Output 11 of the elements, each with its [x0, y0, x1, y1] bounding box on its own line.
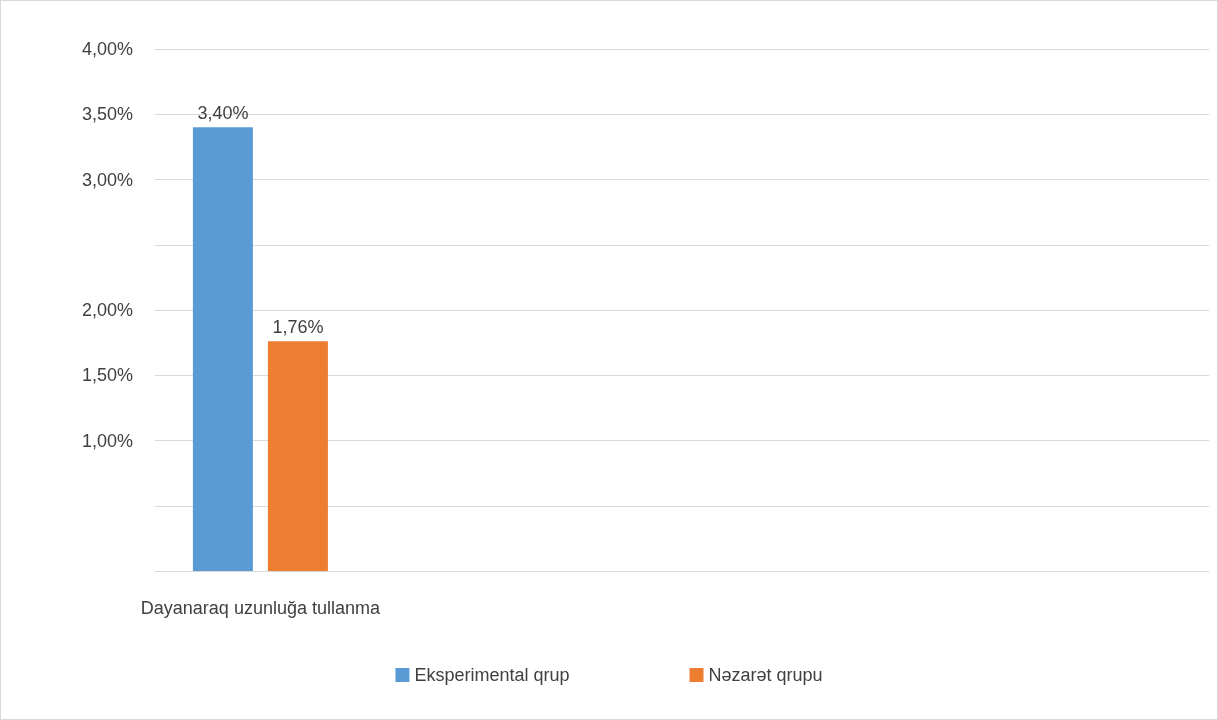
y-tick-label: 4,00%: [81, 39, 133, 59]
y-tick-label: 1,50%: [81, 365, 133, 386]
data-label: 3,40%: [197, 103, 249, 124]
legend-label: Nəzarət qrupu: [708, 665, 823, 685]
legend-label: Eksperimental qrup: [414, 665, 570, 685]
y-tick-label: 3,50%: [81, 104, 133, 125]
y-tick-label: 1,00%: [81, 430, 133, 451]
y-tick-label: 2,00%: [81, 300, 133, 320]
y-tick-label: 3,00%: [81, 169, 133, 190]
data-label: 1,76%: [272, 317, 324, 338]
x-tick-label: Dayanaraq uzunluğa tullanma: [140, 598, 381, 618]
